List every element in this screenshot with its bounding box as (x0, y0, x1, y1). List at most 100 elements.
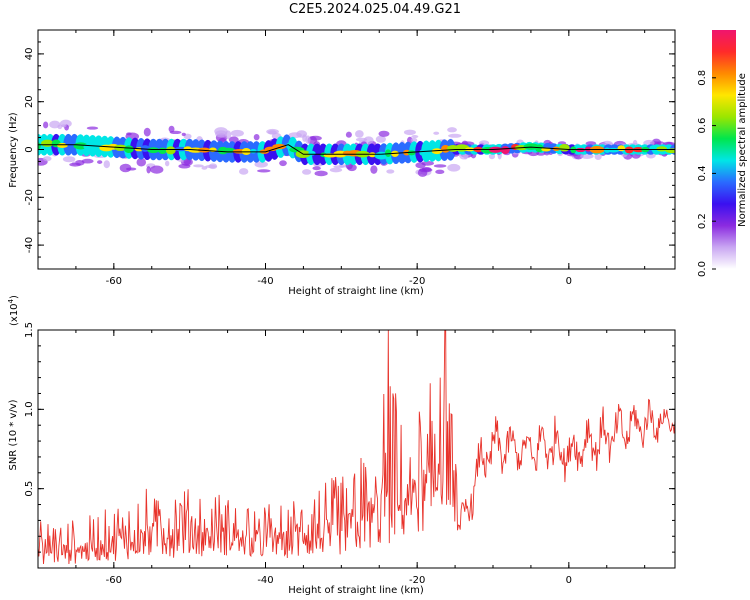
spectral-peak (575, 147, 586, 153)
chart-title: C2E5.2024.025.04.49.G21 (288, 2, 462, 17)
spectral-peak (617, 145, 626, 152)
colorbar: 0.0 0.2 0.4 0.6 0.8 Normalized spectral ampl… (697, 30, 748, 277)
spectral-blob (580, 153, 594, 160)
snr-frame (37, 329, 676, 569)
spectral-blob (57, 124, 63, 130)
spectral-blob (296, 130, 308, 138)
spectral-blob (143, 127, 151, 137)
spectral-blob (411, 135, 419, 139)
colorbar-tick-label: 0.2 (697, 213, 708, 229)
x-tick-label: 0 (566, 575, 572, 586)
spectral-peak (308, 150, 316, 156)
y-tick-label: -20 (24, 189, 35, 205)
spectral-peak (38, 142, 41, 150)
spectral-blob (329, 167, 343, 173)
spectral-blob (215, 130, 228, 138)
spectral-blob (345, 131, 352, 138)
colorbar-tick-label: 0.6 (697, 118, 708, 134)
spectral-blob (168, 125, 175, 133)
y-tick-label: 20 (24, 95, 35, 108)
spectral-blob (86, 126, 99, 130)
spectral-blob (488, 153, 496, 160)
spectral-blob (208, 163, 218, 170)
colorbar-tick-label: 0.4 (697, 165, 708, 181)
spectral-blob (253, 133, 260, 141)
spectral-blob (435, 169, 445, 175)
spectral-blob (193, 164, 204, 168)
spectral-ridge-line (38, 144, 675, 155)
spectral-blob (42, 156, 52, 162)
x-tick-label: -60 (106, 575, 122, 586)
spectral-blob (448, 133, 462, 138)
spectral-blob (378, 130, 390, 137)
spectral-blob (410, 137, 418, 143)
spectral-blob (375, 135, 386, 143)
spectral-blob (333, 165, 345, 169)
snr-multiplier-label: (x104) (7, 295, 20, 326)
spectral-blob (447, 127, 457, 133)
spectral-blob (178, 163, 191, 169)
spectral-blob (314, 170, 328, 177)
snr-plot-area (38, 330, 675, 565)
colorbar-title: Normalized spectral amplitude (737, 73, 748, 227)
spectral-peak (607, 147, 620, 153)
spectral-peak (500, 146, 510, 154)
spectrogram-x-axis-title: Height of straight line (km) (288, 286, 424, 297)
y-tick-label: 1.5 (24, 322, 35, 338)
colorbar-tick-label: 0.0 (697, 261, 708, 277)
spectral-blob (69, 162, 82, 167)
spectral-blob (103, 160, 110, 169)
spectral-blob (433, 131, 440, 135)
spectral-blob (136, 158, 147, 167)
colorbar-axis: 0.0 0.2 0.4 0.6 0.8 (697, 70, 716, 277)
spectral-peak (158, 147, 167, 154)
spectral-blob (181, 132, 186, 137)
spectral-blob (305, 135, 311, 144)
colorbar-gradient (712, 30, 736, 269)
x-tick-label: -20 (409, 276, 425, 287)
x-tick-label: -40 (257, 276, 273, 287)
snr-panel: -60 -40 -20 0 0.5 1.0 1.5 Height of straight … (7, 295, 676, 596)
spectral-blob (279, 160, 287, 167)
spectral-blob (267, 130, 277, 135)
spectral-blob (386, 169, 395, 174)
spectral-peak (147, 147, 160, 154)
y-tick-label: 0 (24, 146, 35, 152)
spectral-blob (164, 160, 170, 167)
spectral-blob (169, 130, 182, 135)
spectral-peak (286, 142, 293, 150)
y-tick-label: 0.5 (24, 481, 35, 497)
y-tick-label: 1.0 (24, 401, 35, 417)
spectral-blob (119, 163, 132, 173)
snr-y-axis: 0.5 1.0 1.5 (24, 322, 675, 553)
spectral-blob (370, 165, 378, 174)
spectral-blob (43, 121, 49, 129)
spectral-blob (62, 156, 76, 163)
spectral-blob (447, 163, 461, 172)
spectrogram-y-axis: 40 20 0 -20 -40 (24, 29, 675, 270)
spectrogram-y-axis-title: Frequency (Hz) (8, 112, 19, 188)
spectral-blob (230, 129, 244, 137)
spectrogram-x-axis: -60 -40 -20 0 (37, 30, 646, 287)
snr-series-line (38, 330, 675, 565)
snr-x-axis: -60 -40 -20 0 (37, 330, 646, 586)
spectral-blob (97, 160, 103, 164)
spectral-peak (272, 143, 286, 150)
snr-y-axis-title: SNR (10 * v/v) (8, 399, 19, 470)
spectral-blob (146, 166, 151, 174)
spectral-peak (559, 144, 570, 152)
spectral-blob (150, 165, 164, 174)
spectral-blob (662, 141, 675, 146)
spectral-blob (403, 129, 416, 136)
spectral-blob (257, 169, 271, 173)
y-tick-label: 40 (24, 48, 35, 61)
x-tick-label: 0 (566, 276, 572, 287)
spectral-peak (250, 148, 257, 154)
x-tick-label: -60 (106, 276, 122, 287)
spectral-blob (254, 161, 268, 168)
x-tick-label: -20 (409, 575, 425, 586)
spectral-blob (81, 158, 94, 164)
y-tick-label: -40 (24, 237, 35, 253)
snr-x-axis-title: Height of straight line (km) (288, 585, 424, 596)
